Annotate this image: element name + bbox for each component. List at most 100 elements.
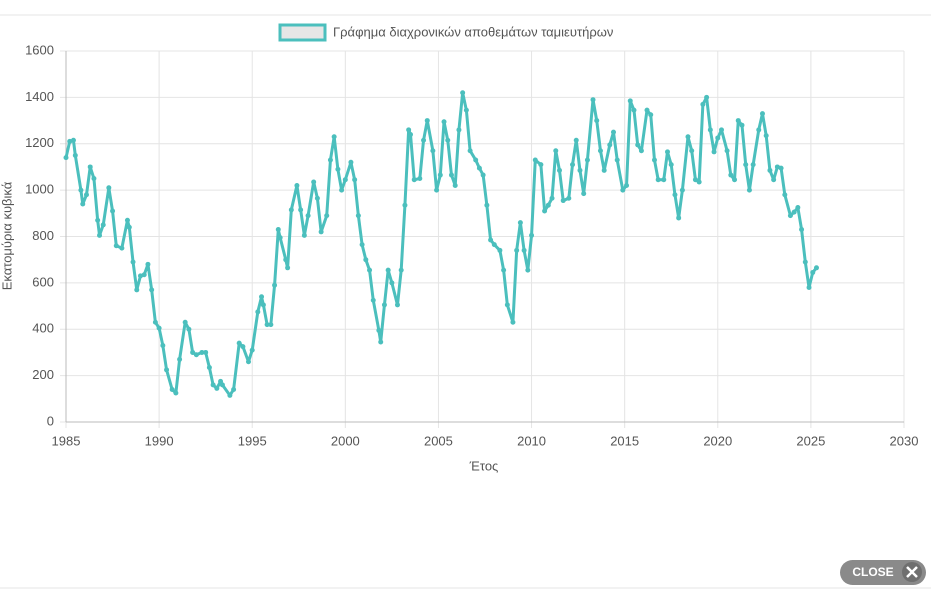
close-icon[interactable]	[906, 566, 918, 578]
data-point	[327, 157, 333, 163]
data-point	[72, 152, 78, 158]
data-point	[331, 134, 337, 140]
data-point	[601, 167, 607, 173]
data-point	[169, 387, 175, 393]
data-point	[715, 135, 721, 141]
data-point	[525, 267, 531, 273]
data-point	[311, 179, 317, 185]
data-point	[305, 213, 311, 219]
data-point	[348, 159, 354, 165]
data-point	[610, 129, 616, 135]
data-point	[739, 122, 745, 128]
data-point	[759, 111, 765, 117]
data-point	[272, 282, 278, 288]
data-point	[631, 107, 637, 113]
data-point	[434, 187, 440, 193]
data-point	[406, 127, 412, 133]
data-point	[685, 134, 691, 140]
data-point	[288, 207, 294, 213]
data-point	[370, 297, 376, 303]
data-point	[452, 182, 458, 188]
data-point	[124, 217, 130, 223]
data-point	[545, 202, 551, 208]
series-line	[64, 91, 818, 397]
data-point	[488, 237, 494, 243]
data-point	[756, 127, 762, 133]
data-point	[145, 261, 151, 267]
data-point	[743, 162, 749, 168]
x-tick-label: 2015	[610, 433, 639, 448]
data-point	[787, 213, 793, 219]
data-point	[651, 157, 657, 163]
data-point	[255, 309, 261, 315]
data-point	[517, 220, 523, 226]
data-point	[514, 247, 520, 253]
data-point	[314, 195, 320, 201]
data-point	[711, 149, 717, 155]
data-point	[119, 245, 125, 251]
data-point	[644, 107, 650, 113]
y-axis-label: Εκατομύρια κυβικά	[0, 181, 14, 290]
data-point	[231, 387, 237, 393]
data-point	[767, 167, 773, 173]
data-point	[363, 257, 369, 263]
data-point	[802, 259, 808, 265]
data-point	[285, 265, 291, 271]
data-point	[367, 267, 373, 273]
data-point	[795, 205, 801, 211]
y-tick-label: 1000	[25, 182, 54, 197]
data-point	[648, 112, 654, 118]
data-point	[704, 94, 710, 100]
data-point	[542, 208, 548, 214]
data-point	[437, 172, 443, 178]
data-point	[164, 367, 170, 373]
data-point	[614, 157, 620, 163]
data-point	[424, 118, 430, 124]
data-point	[448, 172, 454, 178]
data-point	[210, 382, 216, 388]
data-point	[597, 148, 603, 154]
data-point	[70, 137, 76, 143]
data-point	[227, 392, 233, 398]
data-point	[689, 148, 695, 154]
data-point	[473, 157, 479, 163]
data-point	[324, 213, 330, 219]
data-point	[441, 119, 447, 125]
x-tick-label: 2025	[796, 433, 825, 448]
data-point	[182, 319, 188, 325]
data-point	[607, 142, 613, 148]
data-point	[95, 217, 101, 223]
data-point	[661, 177, 667, 183]
data-point	[342, 177, 348, 183]
data-point	[672, 192, 678, 198]
data-point	[771, 177, 777, 183]
data-point	[236, 340, 242, 346]
data-point	[463, 107, 469, 113]
data-point	[497, 247, 503, 253]
data-point	[245, 359, 251, 365]
data-point	[728, 172, 734, 178]
close-button-label[interactable]: CLOSE	[852, 565, 893, 579]
data-point	[813, 265, 819, 271]
data-point	[301, 232, 307, 238]
data-point	[810, 269, 816, 275]
y-tick-label: 800	[32, 228, 54, 243]
data-point	[664, 149, 670, 155]
data-point	[430, 148, 436, 154]
data-point	[199, 349, 205, 355]
data-point	[510, 319, 516, 325]
close-button[interactable]: CLOSE	[840, 560, 926, 585]
data-point	[80, 201, 86, 207]
data-point	[676, 215, 682, 221]
data-point	[679, 187, 685, 193]
data-point	[394, 302, 400, 308]
data-point	[110, 208, 116, 214]
data-point	[206, 365, 212, 371]
data-point	[149, 287, 155, 293]
data-point	[746, 187, 752, 193]
x-tick-label: 2010	[517, 433, 546, 448]
data-point	[376, 327, 382, 333]
data-point	[556, 167, 562, 173]
data-point	[268, 322, 274, 328]
